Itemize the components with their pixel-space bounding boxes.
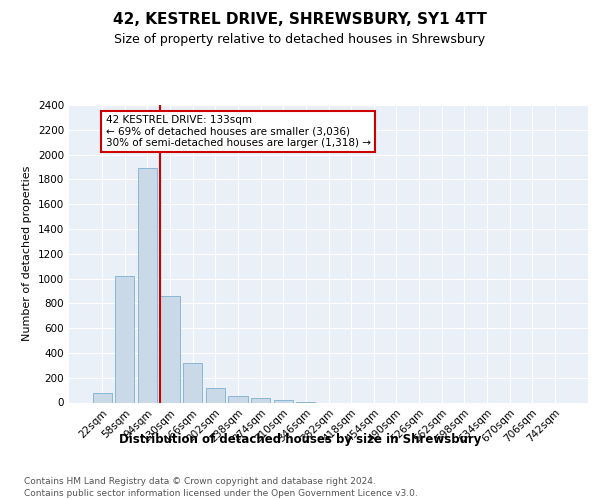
Text: Size of property relative to detached houses in Shrewsbury: Size of property relative to detached ho…	[115, 32, 485, 46]
Bar	[138, 168, 157, 402]
Bar	[183, 363, 202, 403]
Bar	[160, 296, 180, 403]
Bar	[251, 398, 270, 402]
Text: 42, KESTREL DRIVE, SHREWSBURY, SY1 4TT: 42, KESTREL DRIVE, SHREWSBURY, SY1 4TT	[113, 12, 487, 28]
Bar	[115, 276, 134, 402]
Text: 42 KESTREL DRIVE: 133sqm
← 69% of detached houses are smaller (3,036)
30% of sem: 42 KESTREL DRIVE: 133sqm ← 69% of detach…	[106, 115, 371, 148]
Bar	[92, 392, 112, 402]
Text: Distribution of detached houses by size in Shrewsbury: Distribution of detached houses by size …	[119, 432, 481, 446]
Bar	[206, 388, 225, 402]
Bar	[274, 400, 293, 402]
Y-axis label: Number of detached properties: Number of detached properties	[22, 166, 32, 342]
Bar	[229, 396, 248, 402]
Text: Contains HM Land Registry data © Crown copyright and database right 2024.
Contai: Contains HM Land Registry data © Crown c…	[24, 476, 418, 498]
